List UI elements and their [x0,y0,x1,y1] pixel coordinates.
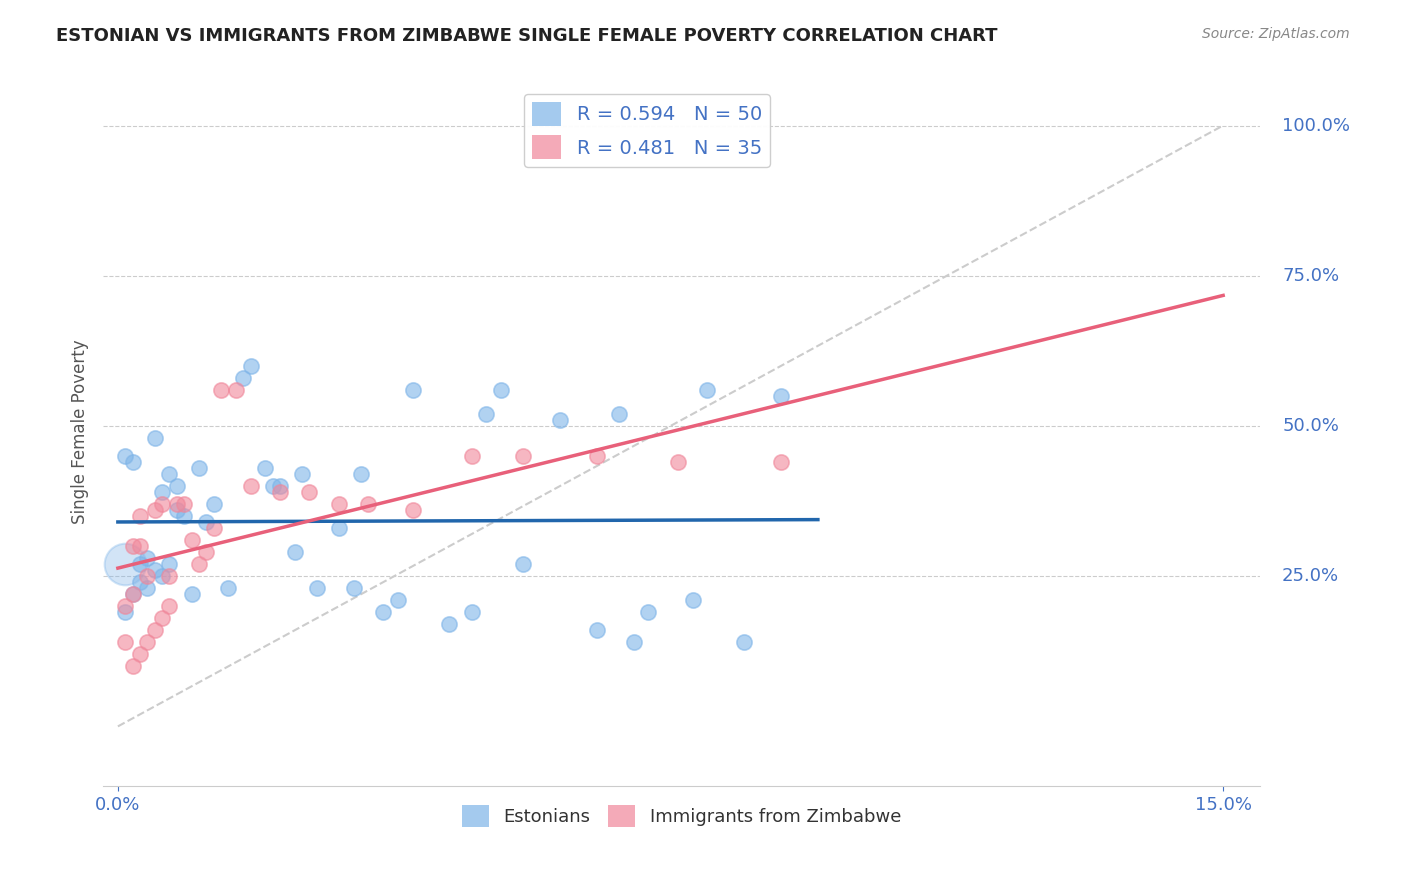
Point [387,593,409,607]
Point [439,617,461,632]
Point [623,635,645,649]
Point [770,389,793,403]
Point [460,605,482,619]
Text: 50.0%: 50.0% [1282,417,1339,435]
Point [401,383,423,397]
Point [114,449,136,463]
Point [682,593,704,607]
Point [217,581,239,595]
Point [269,485,291,500]
Point [401,503,423,517]
Point [180,533,202,548]
Point [291,467,314,481]
Point [202,497,225,511]
Point [343,581,366,595]
Point [262,479,284,493]
Point [328,497,350,511]
Point [232,371,254,385]
Point [187,461,209,475]
Legend: Estonians, Immigrants from Zimbabwe: Estonians, Immigrants from Zimbabwe [454,797,908,834]
Point [159,557,181,571]
Y-axis label: Single Female Poverty: Single Female Poverty [72,340,89,524]
Point [637,605,659,619]
Point [666,455,689,469]
Point [284,545,307,559]
Point [512,557,534,571]
Text: 100.0%: 100.0% [1282,117,1350,135]
Point [114,605,136,619]
Point [150,569,173,583]
Point [143,503,166,517]
Point [202,521,225,535]
Point [150,611,173,625]
Point [166,503,188,517]
Point [114,557,136,571]
Point [121,455,143,469]
Point [150,497,173,511]
Point [121,659,143,673]
Text: Source: ZipAtlas.com: Source: ZipAtlas.com [1202,27,1350,41]
Point [136,569,159,583]
Point [585,449,607,463]
Point [159,467,181,481]
Point [136,635,159,649]
Point [475,407,498,421]
Text: 75.0%: 75.0% [1282,267,1340,285]
Point [121,587,143,601]
Point [696,383,718,397]
Point [305,581,328,595]
Point [173,509,195,524]
Point [195,515,218,529]
Point [209,383,232,397]
Point [136,581,159,595]
Point [239,479,262,493]
Point [607,407,630,421]
Point [129,557,152,571]
Point [121,587,143,601]
Point [159,599,181,614]
Point [114,599,136,614]
Point [357,497,380,511]
Point [195,545,218,559]
Point [489,383,512,397]
Text: ESTONIAN VS IMMIGRANTS FROM ZIMBABWE SINGLE FEMALE POVERTY CORRELATION CHART: ESTONIAN VS IMMIGRANTS FROM ZIMBABWE SIN… [56,27,998,45]
Point [121,539,143,553]
Point [136,551,159,566]
Point [770,455,793,469]
Point [114,635,136,649]
Point [460,449,482,463]
Point [143,563,166,577]
Point [143,624,166,638]
Point [298,485,321,500]
Point [166,479,188,493]
Point [254,461,277,475]
Point [129,648,152,662]
Point [143,431,166,445]
Point [173,497,195,511]
Point [129,575,152,590]
Point [548,413,571,427]
Point [733,635,755,649]
Point [129,509,152,524]
Point [350,467,373,481]
Point [166,497,188,511]
Point [150,485,173,500]
Point [187,557,209,571]
Point [180,587,202,601]
Point [159,569,181,583]
Point [328,521,350,535]
Point [269,479,291,493]
Point [239,359,262,373]
Point [225,383,247,397]
Point [512,449,534,463]
Text: 25.0%: 25.0% [1282,567,1340,585]
Point [585,624,607,638]
Point [373,605,395,619]
Point [129,539,152,553]
